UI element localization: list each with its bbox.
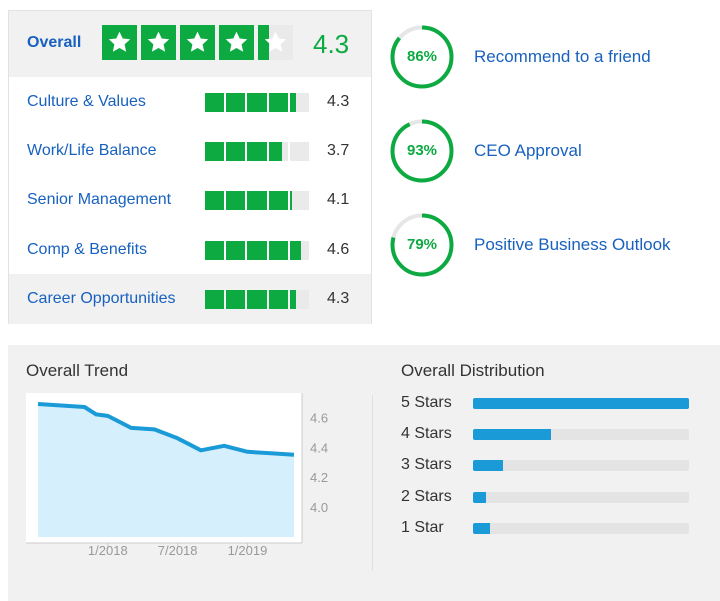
recommend-percent: 86%	[406, 48, 438, 65]
ratings-panel: Overall 4.3 Culture & Values 4.3 Work/Li…	[8, 10, 372, 324]
category-value: 3.7	[327, 142, 350, 159]
trend-line	[37, 402, 295, 457]
category-value: 4.3	[327, 93, 350, 110]
star-icon	[102, 25, 137, 60]
star-icon	[219, 25, 254, 60]
category-label[interactable]: Senior Management	[27, 191, 172, 208]
trend-x-tick-label: 7/2018	[158, 543, 198, 558]
distribution-bar	[473, 491, 689, 503]
ceo-percent: 93%	[406, 142, 438, 159]
outlook-label[interactable]: Positive Business Outlook	[474, 235, 671, 254]
distribution-label: 1 Star	[401, 519, 444, 536]
overall-rating-row[interactable]: Overall 4.3	[9, 11, 371, 77]
category-label[interactable]: Work/Life Balance	[27, 142, 157, 159]
star-icon	[258, 25, 293, 60]
category-label[interactable]: Culture & Values	[27, 93, 146, 110]
trend-area	[38, 404, 294, 537]
overall-rating-value: 4.3	[313, 29, 350, 59]
category-row-senior-management[interactable]: Senior Management 4.1	[9, 175, 371, 225]
overall-label[interactable]: Overall	[27, 34, 82, 51]
approval-outlook[interactable]: 79% Positive Business Outlook	[389, 212, 671, 278]
star-icon	[141, 25, 176, 60]
trend-chart: 4.6 4.4 4.2 4.0 1/2018 7/2018 1/2019	[26, 393, 328, 558]
trend-x-tick-label: 1/2019	[228, 543, 268, 558]
distribution-bar	[473, 459, 689, 471]
category-row-comp-benefits[interactable]: Comp & Benefits 4.6	[9, 225, 371, 275]
section-divider	[372, 395, 373, 571]
category-row-work-life[interactable]: Work/Life Balance 3.7	[9, 126, 371, 176]
category-rating-bar	[205, 289, 310, 309]
distribution-bar	[473, 428, 689, 440]
trend-y-tick-label: 4.0	[310, 500, 328, 515]
distribution-bar	[473, 397, 689, 409]
category-row-career[interactable]: Career Opportunities 4.3	[9, 274, 371, 324]
recommend-ring: 86%	[389, 24, 455, 90]
recommend-label[interactable]: Recommend to a friend	[474, 47, 651, 66]
trend-x-tick-label: 1/2018	[88, 543, 128, 558]
trend-y-tick-label: 4.6	[310, 410, 328, 425]
distribution-label: 5 Stars	[401, 394, 452, 411]
trend-distribution-panel: Overall Trend 4.6 4.4 4.2 4.0 1/2018 7/2018 1/…	[8, 345, 720, 601]
distribution-row-3[interactable]: 3 Stars	[401, 455, 691, 475]
ceo-ring: 93%	[389, 118, 455, 184]
trend-y-tick-label: 4.2	[310, 470, 328, 485]
category-rating-bar	[205, 141, 310, 161]
category-value: 4.6	[327, 241, 350, 258]
distribution-row-5[interactable]: 5 Stars	[401, 393, 691, 413]
category-value: 4.3	[327, 290, 350, 307]
distribution-row-1[interactable]: 1 Star	[401, 518, 691, 538]
category-rating-bar	[205, 190, 310, 210]
category-row-culture[interactable]: Culture & Values 4.3	[9, 77, 371, 127]
distribution-row-2[interactable]: 2 Stars	[401, 487, 691, 507]
distribution-bar	[473, 522, 689, 534]
approval-panel: 86% Recommend to a friend 93% CEO Approv…	[372, 10, 720, 324]
outlook-percent: 79%	[406, 236, 438, 253]
overall-stars	[102, 25, 293, 60]
ceo-label[interactable]: CEO Approval	[474, 141, 582, 160]
trend-title: Overall Trend	[26, 361, 129, 380]
approval-ceo[interactable]: 93% CEO Approval	[389, 118, 582, 184]
outlook-ring: 79%	[389, 212, 455, 278]
distribution-label: 3 Stars	[401, 456, 452, 473]
approval-recommend[interactable]: 86% Recommend to a friend	[389, 24, 651, 90]
trend-y-tick-label: 4.4	[310, 440, 328, 455]
category-rating-bar	[205, 92, 310, 112]
distribution-label: 4 Stars	[401, 425, 452, 442]
star-icon	[180, 25, 215, 60]
category-label[interactable]: Career Opportunities	[27, 290, 176, 307]
category-label[interactable]: Comp & Benefits	[27, 241, 148, 258]
distribution-title: Overall Distribution	[401, 361, 545, 380]
distribution-label: 2 Stars	[401, 488, 452, 505]
category-value: 4.1	[327, 191, 350, 208]
distribution-row-4[interactable]: 4 Stars	[401, 424, 691, 444]
category-rating-bar	[205, 240, 310, 260]
